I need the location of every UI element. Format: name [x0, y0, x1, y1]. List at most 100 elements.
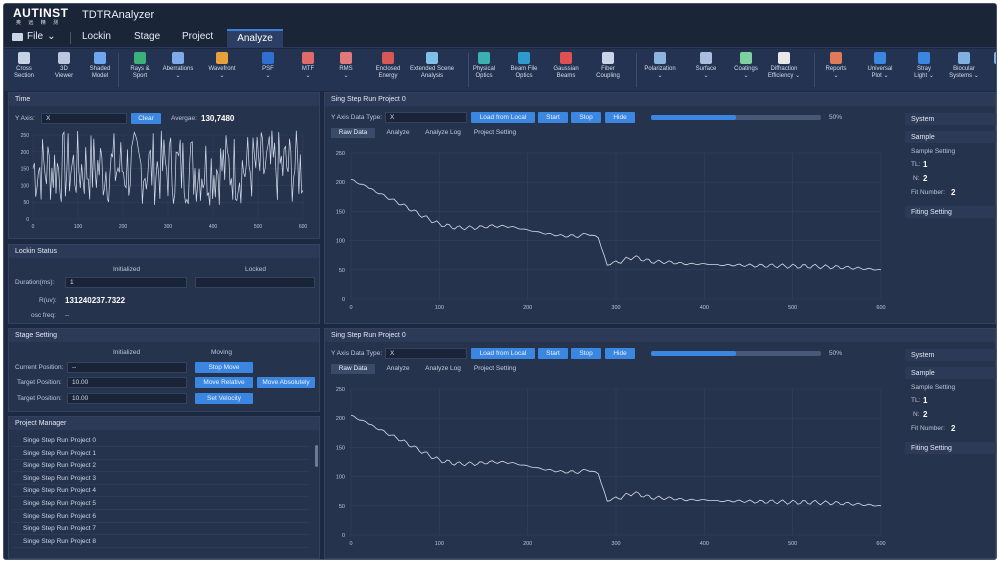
menu-item-stage[interactable]: Stage [134, 31, 161, 42]
project-manager-title: Project Manager [9, 417, 319, 430]
tool-extended-scene[interactable]: Extended Scene Analysis [406, 52, 458, 79]
tool-physical-optics[interactable]: Physical Optics [466, 52, 502, 79]
tool-fiber-coupling[interactable]: Fiber Coupling [590, 52, 626, 79]
fit-number-label: Fit Number: [911, 189, 945, 196]
aberrations-icon [172, 52, 184, 64]
n-label: N: [913, 175, 920, 182]
sample-section[interactable]: Sample [905, 131, 996, 143]
y-axis-input[interactable]: X [41, 113, 127, 124]
tool-shaded-model[interactable]: Shaded Model [82, 52, 118, 79]
x-tick-label: 200 [523, 305, 532, 311]
tool-rms[interactable]: RMS ⌄ [328, 52, 364, 79]
project-list-item[interactable]: Singe Step Run Project 8 [13, 536, 309, 548]
project-list-item[interactable]: Singe Step Run Project 4 [13, 485, 309, 498]
project-list-item[interactable]: Singe Step Run Project 7 [13, 523, 309, 536]
target-position-input[interactable]: 10.00 [67, 377, 187, 388]
hide-button[interactable]: Hide [605, 112, 635, 123]
menu-item-project[interactable]: Project [182, 31, 214, 42]
tab-raw-data[interactable]: Raw Data [331, 364, 375, 374]
tab-analyze[interactable]: Analyze [386, 365, 410, 372]
tool-cross-section[interactable]: Cross Section [6, 52, 42, 79]
fitting-setting-section[interactable]: Fiting Setting [905, 206, 996, 218]
tab-raw-data[interactable]: Raw Data [331, 128, 375, 138]
duration-input[interactable]: 1 [65, 277, 187, 288]
start-button[interactable]: Start [538, 348, 568, 359]
locked-field [195, 277, 315, 288]
project-list-item[interactable]: Singe Step Run Project 3 [13, 473, 309, 485]
list-scrollbar[interactable] [315, 445, 318, 467]
tab-analyze-log[interactable]: Analyze Log [425, 129, 461, 136]
tool-enclosed-energy[interactable]: Enclosed Energy [370, 52, 406, 79]
tab-analyze-log[interactable]: Analyze Log [425, 365, 461, 372]
tool-more[interactable]: Fo [982, 52, 996, 73]
tool-label-line1: Physical [472, 66, 496, 72]
tool-coatings[interactable]: Coatings ⌄ [728, 52, 764, 79]
tool-label-line1: Enclosed [375, 66, 401, 72]
tool-biocular[interactable]: Biocular Systems ⌄ [946, 52, 982, 79]
load-from-local-button[interactable]: Load from Local [471, 112, 535, 123]
tool-3d-viewer[interactable]: 3D Viewer [46, 52, 82, 79]
tool-diffraction[interactable]: Diffraction Efficiency ⌄ [766, 52, 802, 79]
tab-project-setting[interactable]: Project Setting [473, 365, 517, 372]
tool-label-line2: Analysis [420, 72, 444, 79]
menu-item-lockin[interactable]: Lockin [82, 31, 111, 42]
tool-psf[interactable]: PSF ⌄ [250, 52, 286, 79]
sample-section[interactable]: Sample [905, 367, 996, 379]
current-position-label: Current Position: [15, 364, 64, 371]
fitting-setting-section[interactable]: Fiting Setting [905, 442, 996, 454]
surface-icon [700, 52, 712, 64]
x-tick-label: 0 [32, 224, 35, 230]
rays-icon [134, 52, 146, 64]
tool-aberrations[interactable]: Aberrations ⌄ [160, 52, 196, 79]
project-list-item[interactable]: Singe Step Run Project 6 [13, 511, 309, 523]
data-type-input[interactable]: X [385, 348, 467, 359]
tool-universal-plot[interactable]: Universal Plot ⌄ [862, 52, 898, 79]
target-position-label: Target Position: [17, 379, 62, 386]
data-type-input[interactable]: X [385, 112, 467, 123]
start-button[interactable]: Start [538, 112, 568, 123]
tab-analyze[interactable]: Analyze [386, 129, 410, 136]
tool-mtf[interactable]: MTF ⌄ [290, 52, 326, 79]
load-from-local-button[interactable]: Load from Local [471, 348, 535, 359]
tool-label-line1: Coatings [734, 66, 758, 72]
tool-polarization[interactable]: Polarization ⌄ [642, 52, 678, 79]
tool-label-line1: Cross [16, 66, 32, 72]
tool-label-line2: Model [91, 72, 109, 79]
time-chart: 0 50 100 150 200 250 0 100 200 300 400 500 600 [21, 130, 307, 230]
x-tick-label: 200 [119, 224, 128, 230]
set-velocity-button[interactable]: Set Velocity [195, 393, 253, 404]
project-list-item[interactable]: Singe Step Run Project 5 [13, 498, 309, 510]
tool-gaussian-beams[interactable]: Gaussian Beams [548, 52, 584, 79]
run-panel-1: Sing Step Run Project 0 Y Axis Data Type:… [324, 328, 996, 559]
menu-item-analyze[interactable]: Analyze [227, 29, 283, 48]
tool-label-line2: Section [13, 72, 34, 79]
stop-button[interactable]: Stop [571, 348, 601, 359]
move-relative-button[interactable]: Move Relative [195, 377, 253, 388]
tool-reports[interactable]: Reports ⌄ [818, 52, 854, 79]
tool-surface[interactable]: Surface ⌄ [688, 52, 724, 79]
project-list-item[interactable]: Singe Step Run Project 1 [13, 448, 309, 460]
stop-move-button[interactable]: Stop Move [195, 362, 253, 373]
tool-label-line1: PSF [262, 66, 274, 72]
tool-stray-light[interactable]: Stray Light ⌄ [906, 52, 942, 79]
system-section[interactable]: System [905, 113, 996, 125]
progress-bar [651, 115, 821, 120]
tool-label-line1: Aberrations [162, 66, 194, 72]
coatings-icon [740, 52, 752, 64]
tab-project-setting[interactable]: Project Setting [473, 129, 517, 136]
project-list-item[interactable]: Singe Step Run Project 2 [13, 460, 309, 473]
clear-button[interactable]: Clear [131, 113, 161, 124]
x-tick-label: 600 [876, 541, 885, 547]
tool-rays[interactable]: Rays & Sport [122, 52, 158, 79]
move-absolutely-button[interactable]: Move Absolutely [257, 377, 315, 388]
tool-wavefront[interactable]: Wavefront ⌄ [204, 52, 240, 79]
tool-beam-file[interactable]: Beam File Optics [506, 52, 542, 79]
app-window: AUTINST 奥 远 精 测 TDTRAnalyzer File ⌄ Lock… [3, 3, 997, 560]
tool-label-line2: ⌄ [703, 72, 709, 79]
system-section[interactable]: System [905, 349, 996, 361]
velocity-input[interactable]: 10.00 [67, 393, 187, 404]
stop-button[interactable]: Stop [571, 112, 601, 123]
hide-button[interactable]: Hide [605, 348, 635, 359]
project-list-item[interactable]: Singe Step Run Project 0 [13, 435, 309, 447]
file-menu[interactable]: File ⌄ [12, 31, 56, 42]
